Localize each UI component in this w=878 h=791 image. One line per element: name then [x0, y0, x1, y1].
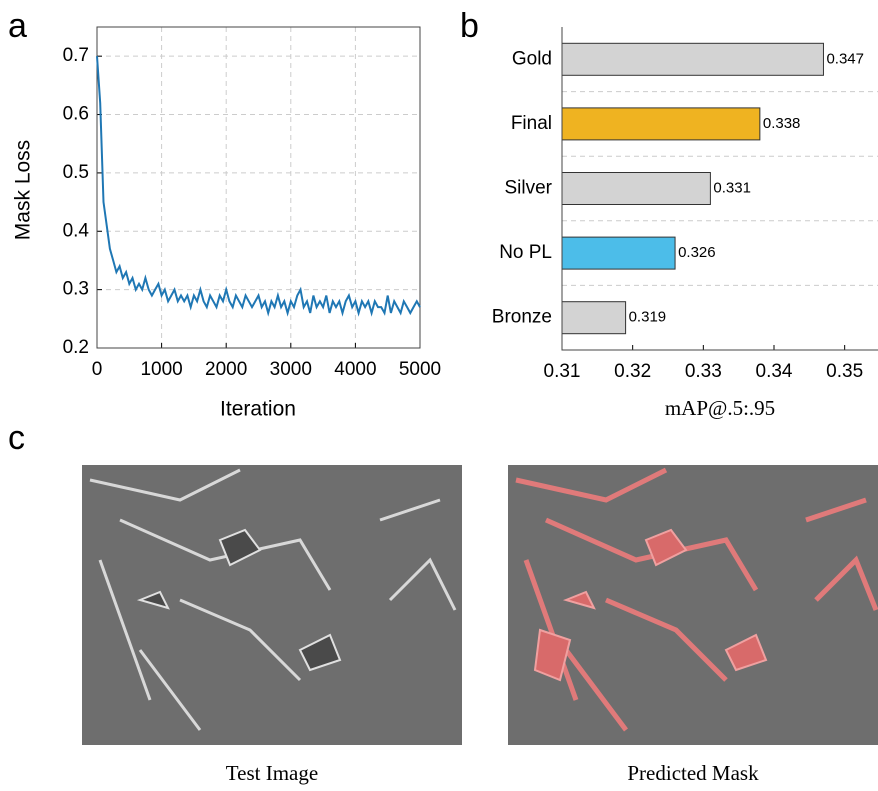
- y-tick-label: Final: [511, 113, 552, 134]
- y-tick-label: Gold: [512, 48, 552, 69]
- x-tick-label: 1000: [140, 359, 182, 380]
- value-label: 0.326: [678, 244, 716, 261]
- x-tick-label: 0: [92, 359, 103, 380]
- bar: [561, 107, 761, 141]
- y-tick-label: 0.7: [63, 45, 89, 66]
- image-caption: Test Image: [226, 761, 318, 785]
- y-tick-label: 0.6: [63, 104, 89, 125]
- axis-frame: [561, 27, 878, 351]
- y-tick-label: No PL: [499, 242, 552, 263]
- loss-line: [96, 56, 421, 317]
- y-tick-label: 0.2: [63, 337, 89, 358]
- x-tick-label: 3000: [270, 359, 312, 380]
- y-tick-label: Silver: [504, 178, 552, 199]
- value-label: 0.347: [826, 50, 864, 67]
- predicted-mask-image: [508, 465, 878, 745]
- value-label: 0.331: [713, 179, 751, 196]
- x-tick-label: 0.35: [826, 361, 863, 382]
- value-label: 0.338: [763, 115, 801, 132]
- panel-label: a: [8, 7, 27, 45]
- x-tick-label: 2000: [205, 359, 247, 380]
- bar: [561, 172, 711, 205]
- bar: [561, 236, 676, 270]
- y-tick-label: 0.3: [63, 279, 89, 300]
- x-axis-label: mAP@.5:.95: [665, 396, 775, 420]
- x-tick-label: 0.32: [614, 361, 651, 382]
- y-tick-label: 0.4: [63, 220, 90, 241]
- test-image: [82, 465, 462, 745]
- plot-frame: [96, 26, 421, 349]
- x-axis-label: Iteration: [220, 398, 296, 421]
- y-axis-label: Mask Loss: [12, 140, 35, 240]
- x-tick-label: 0.31: [544, 361, 581, 382]
- value-label: 0.319: [629, 309, 667, 326]
- x-tick-label: 0.34: [756, 361, 793, 382]
- x-tick-label: 5000: [399, 359, 441, 380]
- panel-label: c: [8, 419, 25, 457]
- y-tick-label: Bronze: [492, 307, 552, 328]
- bar: [561, 301, 627, 335]
- y-tick-label: 0.5: [63, 162, 89, 183]
- bar: [561, 42, 824, 76]
- image-caption: Predicted Mask: [627, 761, 759, 785]
- x-tick-label: 0.33: [685, 361, 722, 382]
- panel-label: b: [460, 7, 479, 45]
- x-tick-label: 4000: [334, 359, 376, 380]
